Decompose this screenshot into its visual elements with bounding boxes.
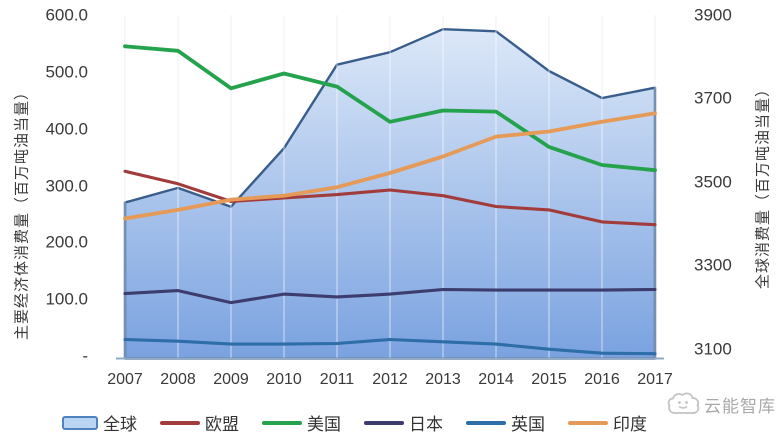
legend-swatch-area: [62, 415, 98, 430]
right-tick-label: 3900: [694, 5, 732, 25]
series-line-美国: [123, 44, 657, 173]
right-tick-label: 3500: [694, 172, 732, 192]
legend-swatch-line: [466, 420, 506, 425]
right-tick-label: 3700: [694, 88, 732, 108]
left-tick-label: 600.0: [45, 5, 88, 25]
watermark-text: 云能智库: [704, 396, 776, 416]
series-line-欧盟: [123, 169, 657, 227]
x-tick-label: 2009: [213, 371, 249, 388]
left-tick-label: 500.0: [45, 62, 88, 82]
legend-swatch-line: [262, 420, 302, 425]
legend-swatch-line: [364, 420, 404, 425]
x-tick-label: 2016: [584, 371, 620, 388]
x-tick-label: 2014: [478, 371, 514, 388]
x-tick-label: 2011: [319, 371, 355, 388]
legend-label: 美国: [307, 415, 341, 434]
legend-item-日本: 日本: [364, 410, 443, 435]
left-tick-label: 400.0: [45, 119, 88, 139]
x-tick-label: 2012: [372, 371, 408, 388]
legend-item-印度: 印度: [568, 410, 647, 435]
legend-item-美国: 美国: [262, 410, 341, 435]
x-tick-label: 2017: [637, 371, 673, 388]
right-tick-label: 3100: [694, 339, 732, 359]
legend-label: 日本: [409, 415, 443, 434]
legend-label: 英国: [511, 415, 545, 434]
legend-label: 欧盟: [205, 415, 239, 434]
x-tick-label: 2010: [266, 371, 302, 388]
left-tick-label: -: [82, 346, 88, 366]
left-axis-title: 主要经济体消费量（百万吨油当量）: [13, 83, 31, 341]
chart-legend: 全球 欧盟 美国 日本 英国 印度: [62, 410, 647, 435]
legend-item-欧盟: 欧盟: [160, 410, 239, 435]
legend-item-英国: 英国: [466, 410, 545, 435]
cloud-mascot-icon: [667, 392, 700, 414]
watermark: 云能智库: [666, 389, 776, 419]
right-axis-title: 全球消费量（百万吨油当量）: [754, 80, 772, 290]
left-tick-label: 300.0: [45, 176, 88, 195]
legend-swatch-line: [160, 420, 200, 425]
series-line-英国: [123, 337, 657, 356]
series-line-印度: [123, 111, 657, 221]
series-line-日本: [123, 287, 657, 305]
x-tick-label: 2008: [160, 371, 196, 388]
right-tick-label: 3300: [694, 255, 732, 275]
legend-swatch-line: [568, 420, 608, 425]
left-tick-label: 100.0: [45, 289, 88, 309]
legend-label: 印度: [613, 415, 647, 434]
series-area-global: [123, 28, 657, 360]
legend-item-全球: 全球: [62, 410, 137, 435]
left-tick-label: 200.0: [45, 232, 88, 252]
legend-label: 全球: [103, 415, 137, 434]
x-tick-label: 2013: [425, 371, 461, 388]
x-tick-label: 2007: [107, 371, 143, 388]
x-tick-label: 2015: [531, 371, 567, 388]
